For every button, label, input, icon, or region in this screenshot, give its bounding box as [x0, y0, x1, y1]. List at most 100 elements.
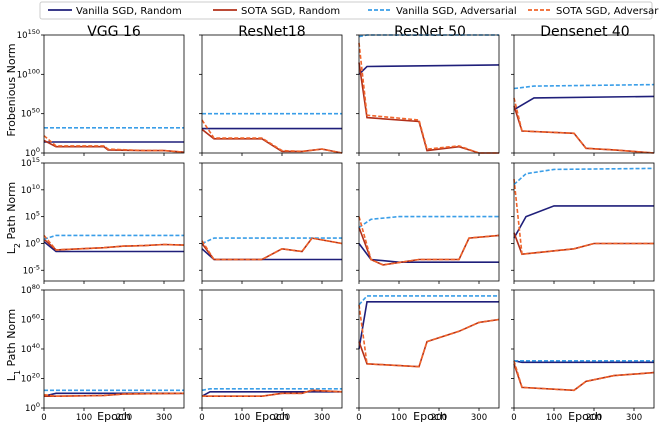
y-tick-label: 1060 [21, 313, 40, 326]
row-ylabel-frobenius: Frobenious Norm [5, 43, 18, 136]
series-line-vanilla-sgd-adversarial [513, 83, 655, 90]
x-tick-label: 300 [156, 413, 172, 423]
series-line-sota-sgd-adversarial [201, 237, 343, 261]
series-line-vanilla-sgd-random [43, 241, 184, 253]
series-line-vanilla-sgd-adversarial [201, 387, 342, 392]
series-line-sota-sgd-random [201, 237, 343, 261]
x-tick-label: 100 [76, 413, 92, 423]
series-line-vanilla-sgd-random [358, 243, 499, 264]
y-tick-label: 100 [25, 146, 40, 159]
y-tick-label: 1050 [21, 107, 40, 120]
y-tick-label: 1010 [21, 183, 40, 196]
plot-frame [358, 289, 500, 409]
series-line-sota-sgd-adversarial [358, 216, 500, 266]
series-line-sota-sgd-adversarial [43, 234, 185, 251]
xlabel-col0: Epoch [97, 410, 131, 423]
series-line-sota-sgd-adversarial [513, 179, 654, 256]
panels: 1001050101001015010-51001051010101510010… [17, 28, 655, 423]
series-line-vanilla-sgd-adversarial [358, 215, 499, 229]
y-tick-label: 10-5 [23, 263, 40, 276]
series-line-vanilla-sgd-random [358, 300, 499, 350]
x-tick-label: 100 [234, 413, 250, 423]
plot-frame [43, 162, 185, 282]
panel-r1-c0: 10-5 100 105 1010 1015 [21, 156, 185, 284]
panel-r1-c2 [356, 162, 500, 284]
x-tick-label: 300 [471, 413, 487, 423]
panel-r2-c2: 0 100 200 300 [356, 289, 500, 423]
panel-r0-c1 [199, 34, 343, 156]
y-tick-label: 1040 [21, 342, 40, 355]
xlabel-col1: Epoch [255, 410, 289, 423]
legend-label-vanilla-random: Vanilla SGD, Random [76, 6, 182, 17]
x-tick-label: 300 [314, 413, 330, 423]
column-title-densenet40: Densenet 40 [540, 24, 629, 40]
x-tick-label: 200 [274, 413, 290, 423]
plot-frame [201, 34, 343, 154]
series-line-vanilla-sgd-adversarial [201, 237, 342, 245]
panel-r1-c3 [511, 162, 655, 284]
series-line-sota-sgd-adversarial [43, 392, 185, 398]
series-line-sota-sgd-adversarial [202, 389, 343, 398]
panel-r1-c1 [199, 162, 343, 284]
y-tick-label: 100 [25, 236, 40, 249]
series-line-sota-sgd-adversarial [43, 135, 185, 153]
x-tick-label: 0 [356, 413, 361, 423]
x-tick-label: 100 [546, 413, 562, 423]
y-tick-label: 10150 [17, 28, 40, 41]
y-tick-label: 1020 [21, 372, 40, 385]
panel-r2-c1: 0 100 200 300 [199, 289, 343, 423]
legend-frame [39, 1, 653, 20]
x-tick-label: 200 [116, 413, 132, 423]
panel-r2-c3: 0 100 200 300 [511, 289, 655, 423]
series-line-sota-sgd-adversarial [201, 119, 343, 154]
x-tick-label: 0 [199, 413, 204, 423]
legend-label-sota-random: SOTA SGD, Random [241, 6, 340, 17]
y-tick-label: 10100 [17, 67, 40, 80]
column-title-vgg16: VGG 16 [87, 24, 141, 40]
series-line-sota-sgd-random [358, 318, 500, 368]
column-title-resnet50: ResNet 50 [394, 24, 466, 40]
series-line-vanilla-sgd-random [513, 95, 655, 111]
y-tick-label: 105 [25, 210, 40, 223]
x-tick-label: 100 [391, 413, 407, 423]
y-tick-label: 1015 [21, 156, 40, 169]
panel-r0-c3 [511, 34, 655, 156]
plot-frame [43, 34, 185, 154]
plot-frame [513, 289, 655, 409]
x-tick-label: 0 [41, 413, 46, 423]
x-tick-label: 200 [586, 413, 602, 423]
row-ylabel-l2: L2 Path Norm [5, 182, 22, 254]
series-line-sota-sgd-random [358, 62, 499, 154]
series-line-vanilla-sgd-random [513, 205, 654, 239]
series-line-sota-sgd-adversarial [358, 304, 500, 368]
plot-frame [358, 162, 500, 282]
legend-label-sota-adversarial: SOTA SGD, Adversarial [556, 6, 659, 17]
series-line-sota-sgd-adversarial [358, 42, 499, 154]
plot-frame [513, 162, 655, 282]
plot-frame [513, 34, 655, 154]
x-tick-label: 200 [431, 413, 447, 423]
series-line-sota-sgd-random [43, 238, 185, 251]
legend-label-vanilla-adversarial: Vanilla SGD, Adversarial [396, 6, 517, 17]
x-tick-label: 300 [626, 413, 642, 423]
series-line-vanilla-sgd-random [358, 64, 500, 75]
y-tick-label: 100 [25, 401, 40, 414]
legend: Vanilla SGD, Random SOTA SGD, Random Van… [39, 1, 659, 20]
series-line-vanilla-sgd-adversarial [358, 295, 499, 306]
panel-r0-c2 [356, 34, 500, 156]
series-line-sota-sgd-adversarial [513, 97, 655, 154]
series-line-sota-sgd-adversarial [513, 360, 655, 392]
panel-r0-c0: 100 1050 10100 10150 [17, 28, 185, 159]
xlabel-col2: Epoch [413, 410, 447, 423]
series-line-vanilla-sgd-adversarial [43, 234, 184, 240]
xlabel-col3: Epoch [568, 410, 602, 423]
x-tick-label: 0 [511, 413, 516, 423]
plot-frame [201, 162, 343, 282]
row-ylabel-l1: L1 Path Norm [5, 309, 22, 381]
series-line-vanilla-sgd-random [201, 390, 342, 397]
series-line-sota-sgd-random [513, 363, 655, 392]
plot-frame [358, 34, 500, 154]
column-title-resnet18: ResNet18 [238, 24, 305, 40]
